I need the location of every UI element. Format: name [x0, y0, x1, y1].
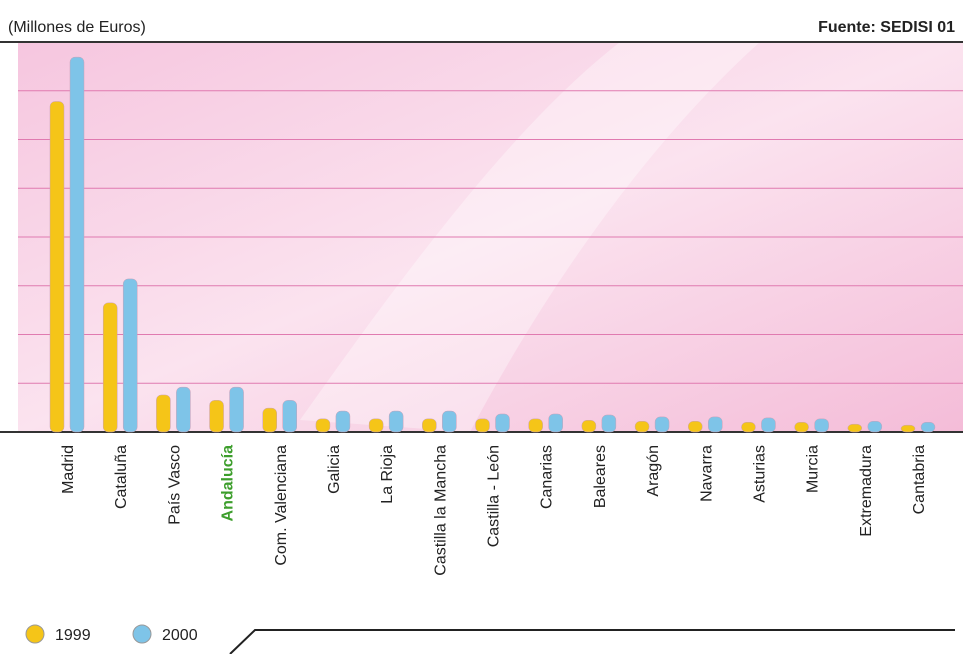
bar: [741, 422, 756, 433]
bar: [495, 413, 510, 433]
bar: [49, 101, 65, 433]
x-tick-label: La Rioja: [379, 445, 396, 504]
bar: [69, 56, 85, 433]
x-tick-label: Galicia: [326, 445, 343, 494]
x-tick-label: Extremadura: [858, 445, 875, 537]
bar: [368, 418, 384, 433]
x-tick-label: Com. Valenciana: [273, 445, 290, 566]
bar: [282, 400, 297, 433]
bar: [794, 422, 809, 433]
bar: [229, 386, 244, 433]
x-tick-label: Navarra: [698, 445, 715, 502]
bar: [814, 418, 829, 433]
bar: [528, 418, 543, 433]
x-tick-label: Madrid: [60, 445, 77, 494]
bar: [654, 416, 670, 433]
subtitle: (Millones de Euros): [8, 19, 146, 36]
bar: [209, 400, 224, 433]
x-tick-label: País Vasco: [166, 445, 183, 525]
legend-label: 2000: [162, 627, 198, 644]
bar: [920, 422, 936, 433]
bar: [156, 394, 171, 433]
bar: [688, 421, 703, 433]
bar: [548, 413, 563, 433]
x-tick-label: Andalucía: [220, 445, 237, 522]
bar: [335, 410, 351, 433]
x-tick-label: Castilla la Mancha: [432, 445, 449, 576]
bar: [601, 414, 617, 433]
x-tick-label: Canarias: [539, 445, 556, 509]
bar: [262, 407, 277, 433]
legend-swatch: [132, 624, 152, 644]
x-tick-label: Cataluña: [113, 445, 130, 509]
bar: [847, 423, 863, 433]
x-tick-label: Aragón: [645, 445, 662, 497]
bar: [581, 420, 597, 433]
bar: [442, 410, 457, 433]
decoration-line: [229, 629, 955, 654]
x-tick-label: Cantabria: [911, 445, 928, 514]
bar: [761, 417, 776, 433]
bar: [315, 418, 331, 433]
x-tick-label: Asturias: [751, 445, 768, 503]
legend-swatch: [25, 624, 45, 644]
bar: [708, 416, 723, 433]
bar: [422, 418, 437, 433]
bar: [634, 421, 650, 433]
bar: [900, 424, 916, 433]
bar: [102, 302, 118, 433]
x-tick-label: Baleares: [592, 445, 609, 508]
x-tick-label: Murcia: [805, 445, 822, 493]
source: Fuente: SEDISI 01: [818, 19, 955, 36]
bar: [867, 421, 883, 433]
legend-label: 1999: [55, 627, 91, 644]
bar: [176, 386, 191, 433]
bar: [122, 278, 138, 433]
bar: [475, 418, 490, 433]
x-tick-label: Castilla - León: [486, 445, 503, 547]
bar: [388, 410, 404, 433]
